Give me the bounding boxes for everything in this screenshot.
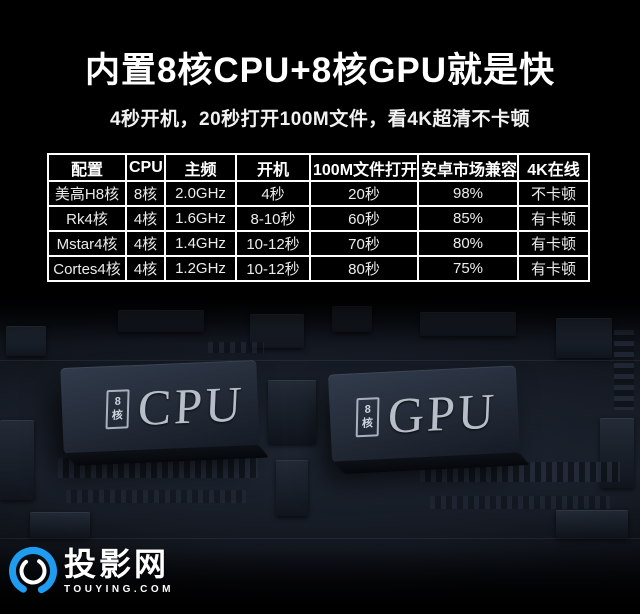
table-cell: 1.2GHz xyxy=(164,255,237,282)
pin-strip xyxy=(66,490,246,503)
column-header-cpu: CPU xyxy=(125,153,166,182)
table-cell: 4核 xyxy=(125,230,166,257)
table-cell: 10-12秒 xyxy=(235,230,311,257)
column-header-frequency: 主频 xyxy=(164,153,237,182)
table-cell: 4核 xyxy=(125,255,166,282)
logo-title: 投影网 xyxy=(64,545,170,582)
table-cell: Cortes4核 xyxy=(47,255,127,282)
table-cell: Mstar4核 xyxy=(47,230,127,257)
table-header-row: 配置 CPU 主频 开机 100M文件打开 安卓市场兼容 4K在线 xyxy=(47,153,590,182)
table-row: Mstar4核 4核 1.4GHz 10-12秒 70秒 80% 有卡顿 xyxy=(47,230,590,257)
table-row: Rk4核 4核 1.6GHz 8-10秒 60秒 85% 有卡顿 xyxy=(47,205,590,232)
circuit-component xyxy=(118,310,204,332)
table-cell: 有卡顿 xyxy=(517,230,590,257)
table-cell: 80% xyxy=(417,230,519,257)
circuit-component xyxy=(0,420,34,500)
circuit-component xyxy=(30,512,90,538)
spec-comparison-table: 配置 CPU 主频 开机 100M文件打开 安卓市场兼容 4K在线 美高H8核 … xyxy=(47,153,590,282)
pin-strip xyxy=(208,342,264,353)
gpu-chip-label: GPU xyxy=(386,382,499,444)
page-subtitle: 4秒开机，20秒打开100M文件，看4K超清不卡顿 xyxy=(109,109,531,130)
cpu-core-badge: 8核 xyxy=(105,388,130,429)
table-cell: 75% xyxy=(417,255,519,282)
table-cell: 4核 xyxy=(125,205,166,232)
table-cell: 4秒 xyxy=(235,180,311,207)
column-header-config: 配置 xyxy=(47,153,127,182)
circuit-component xyxy=(276,460,308,516)
circuit-board: 8核 CPU 8核 GPU xyxy=(0,300,640,614)
table-cell: 不卡顿 xyxy=(517,180,590,207)
circuit-component xyxy=(332,306,372,332)
table-cell: 80秒 xyxy=(309,255,419,282)
table-cell: 20秒 xyxy=(309,180,419,207)
circuit-component xyxy=(6,326,46,356)
page-title: 内置8核CPU+8核GPU就是快 xyxy=(84,51,556,90)
table-cell: 美高H8核 xyxy=(47,180,127,207)
circuit-trace xyxy=(0,538,640,539)
cpu-chip-label: CPU xyxy=(136,375,246,436)
table-cell: 8-10秒 xyxy=(235,205,311,232)
table-row: Cortes4核 4核 1.2GHz 10-12秒 80秒 75% 有卡顿 xyxy=(47,255,590,282)
circuit-component xyxy=(556,510,628,538)
gpu-chip: 8核 GPU xyxy=(327,365,521,463)
circuit-component xyxy=(250,314,304,348)
logo-domain: TOUYING.COM xyxy=(64,584,174,596)
table-cell: 70秒 xyxy=(309,230,419,257)
cpu-chip: 8核 CPU xyxy=(60,359,260,455)
lens-icon xyxy=(8,546,58,596)
table-cell: 8核 xyxy=(125,180,166,207)
table-cell: 60秒 xyxy=(309,205,419,232)
circuit-trace xyxy=(0,360,640,361)
circuit-component xyxy=(420,312,516,336)
touying-logo: 投影网 TOUYING.COM xyxy=(8,546,174,596)
table-cell: 有卡顿 xyxy=(517,255,590,282)
circuit-component xyxy=(268,380,316,444)
column-header-boot: 开机 xyxy=(235,153,311,182)
column-header-4k-online: 4K在线 xyxy=(517,153,590,182)
table-cell: 85% xyxy=(417,205,519,232)
hero-section: 内置8核CPU+8核GPU就是快 4秒开机，20秒打开100M文件，看4K超清不… xyxy=(0,0,640,131)
circuit-component xyxy=(556,318,612,358)
gpu-core-badge: 8核 xyxy=(355,396,380,437)
table-cell: Rk4核 xyxy=(47,205,127,232)
table-cell: 1.4GHz xyxy=(164,230,237,257)
pin-strip xyxy=(430,496,610,509)
table-cell: 10-12秒 xyxy=(235,255,311,282)
table-cell: 98% xyxy=(417,180,519,207)
table-row: 美高H8核 8核 2.0GHz 4秒 20秒 98% 不卡顿 xyxy=(47,180,590,207)
logo-text-block: 投影网 TOUYING.COM xyxy=(64,545,174,596)
column-header-android-compat: 安卓市场兼容 xyxy=(417,153,519,182)
pin-strip xyxy=(614,330,634,410)
column-header-file-open: 100M文件打开 xyxy=(309,153,419,182)
table-cell: 2.0GHz xyxy=(164,180,237,207)
table-cell: 1.6GHz xyxy=(164,205,237,232)
table-cell: 有卡顿 xyxy=(517,205,590,232)
